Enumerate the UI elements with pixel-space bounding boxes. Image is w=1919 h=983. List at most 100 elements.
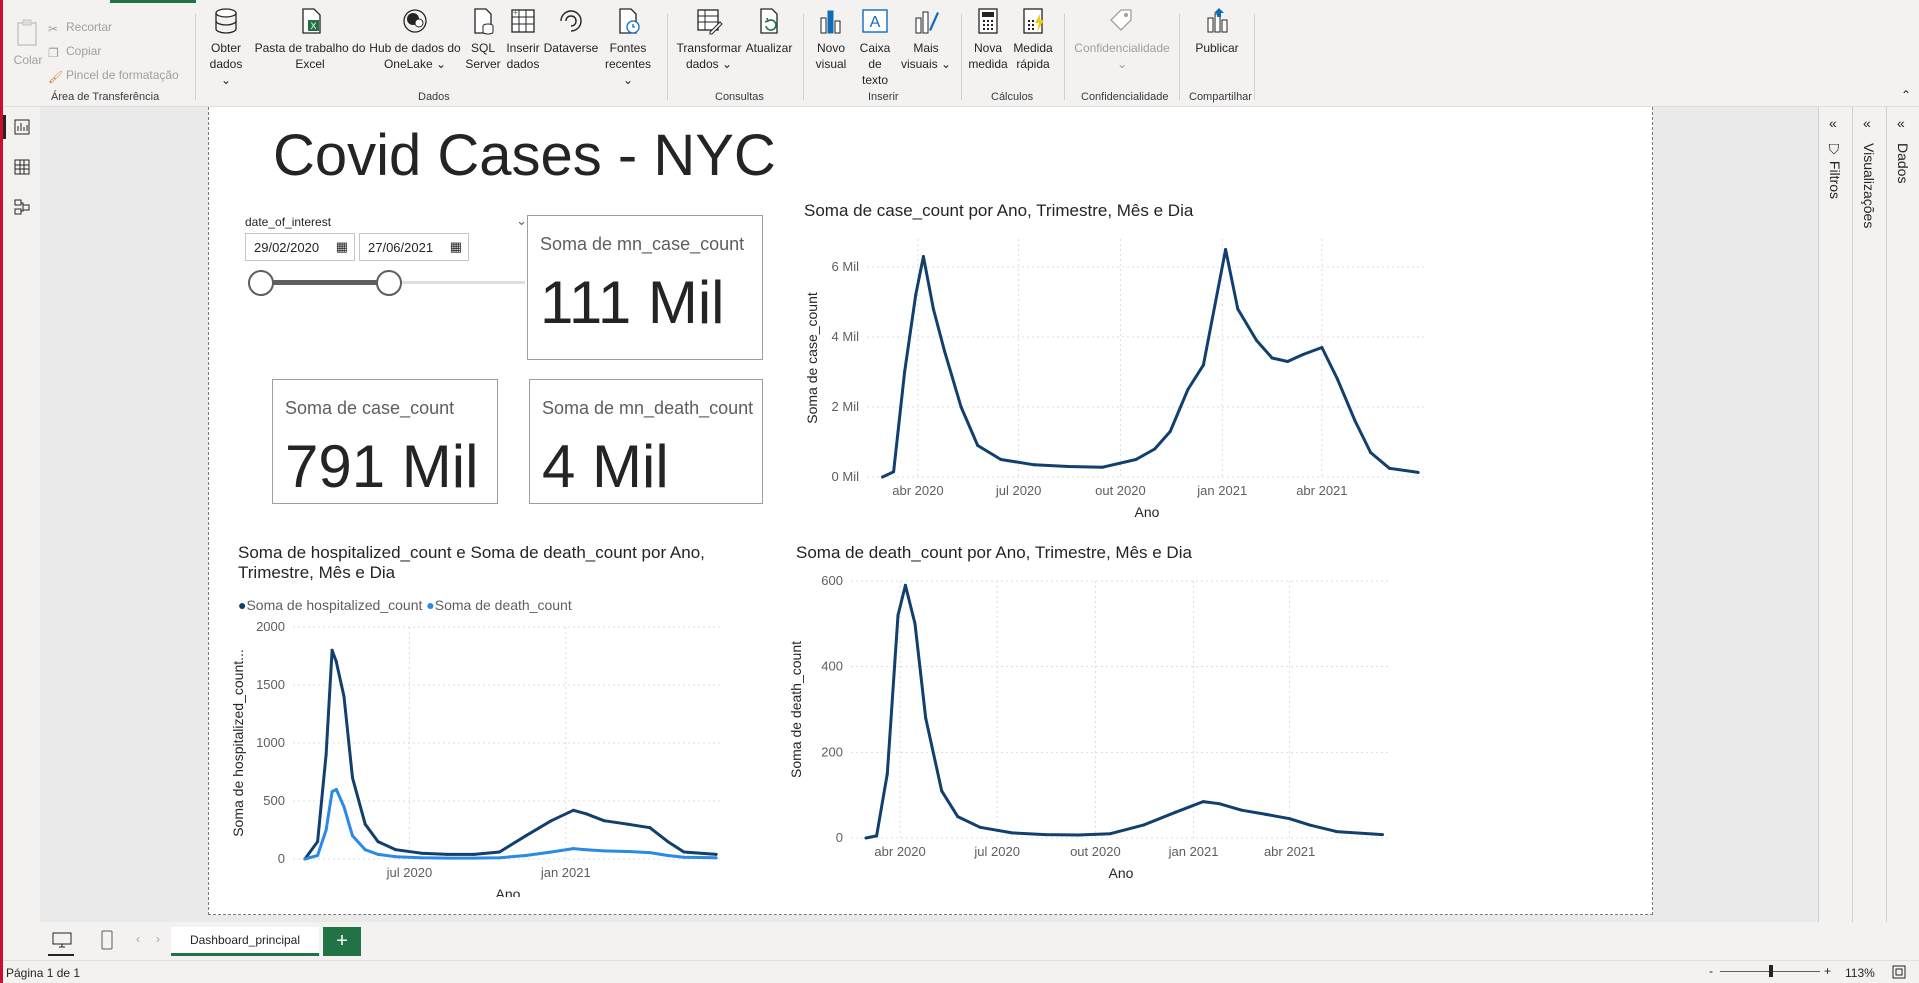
recent-sources-button[interactable]: Fontes recentes ⌄ bbox=[600, 6, 656, 88]
data-point bbox=[714, 852, 718, 856]
text-box-button[interactable]: A Caixa de texto bbox=[852, 6, 898, 88]
slider-end-handle[interactable] bbox=[376, 270, 402, 296]
publish-button[interactable]: Publicar bbox=[1191, 6, 1243, 56]
data-point bbox=[1173, 810, 1177, 814]
quick-measure-button[interactable]: Medida rápida bbox=[1011, 6, 1055, 72]
get-data-button[interactable]: Obter dados ⌄ bbox=[203, 6, 249, 88]
data-point bbox=[350, 776, 354, 780]
data-pane[interactable]: « Dados bbox=[1886, 107, 1919, 922]
slider-start-handle[interactable] bbox=[248, 270, 274, 296]
card-mn-death-count[interactable]: Soma de mn_death_count 4 Mil bbox=[529, 379, 763, 504]
data-point bbox=[864, 836, 868, 840]
prev-page-icon[interactable]: ‹ bbox=[136, 932, 140, 946]
report-canvas: Covid Cases - NYC date_of_interest ⌄ 29/… bbox=[40, 107, 1818, 922]
legend-item-death[interactable]: Soma de death_count bbox=[434, 597, 572, 613]
model-view-icon[interactable] bbox=[12, 197, 32, 217]
group-label-share: Compartilhar bbox=[1189, 91, 1252, 103]
card-mn-case-count[interactable]: Soma de mn_case_count 111 Mil bbox=[527, 215, 763, 360]
x-tick-label: jul 2020 bbox=[973, 844, 1020, 859]
zoom-slider-handle[interactable] bbox=[1769, 965, 1773, 977]
visualizations-pane[interactable]: « Visualizações bbox=[1852, 107, 1886, 922]
add-page-button[interactable]: + bbox=[323, 927, 361, 956]
copy-button[interactable]: ❐ Copiar bbox=[48, 44, 101, 60]
table-view-icon[interactable] bbox=[12, 157, 32, 177]
chevron-down-icon: ⌄ bbox=[432, 57, 447, 71]
data-point bbox=[903, 370, 907, 374]
transform-data-button[interactable]: Transformar dados ⌄ bbox=[675, 6, 743, 72]
data-point bbox=[1286, 360, 1290, 363]
chart-cases[interactable]: 0 Mil 2 Mil 4 Mil 6 Mil abr 2020 jul 2020 out … bbox=[799, 229, 1439, 529]
divider bbox=[1064, 14, 1065, 100]
paste-button[interactable]: Colar bbox=[13, 18, 43, 68]
fit-to-page-icon[interactable] bbox=[1892, 965, 1906, 979]
group-label-queries: Consultas bbox=[715, 91, 764, 103]
data-point bbox=[626, 822, 630, 826]
calculator-icon bbox=[978, 8, 998, 34]
onelake-hub-button[interactable]: Hub de dados do OneLake ⌄ bbox=[369, 6, 461, 72]
more-visuals-icon bbox=[915, 11, 939, 34]
transform-data-icon bbox=[697, 9, 723, 35]
more-visuals-button[interactable]: Mais visuais ⌄ bbox=[900, 6, 952, 72]
mobile-layout-icon[interactable] bbox=[101, 930, 113, 950]
chart-deaths[interactable]: 0 200 400 600 abr 2020 jul 2020 out 2020 jan 20… bbox=[789, 569, 1439, 884]
calendar-icon[interactable]: ▦ bbox=[449, 239, 462, 254]
chevron-down-icon: ⌄ bbox=[718, 57, 733, 71]
data-point bbox=[1043, 833, 1047, 837]
sql-server-button[interactable]: SQL Server bbox=[465, 6, 501, 72]
calendar-icon[interactable]: ▦ bbox=[335, 239, 348, 254]
data-pane-label: Dados bbox=[1895, 143, 1911, 184]
data-point bbox=[959, 405, 963, 409]
divider bbox=[803, 14, 804, 100]
data-point bbox=[1255, 339, 1259, 342]
refresh-button[interactable]: Atualizar bbox=[743, 6, 795, 56]
chart-title-hosp: Soma de hospitalized_count e Soma de dea… bbox=[238, 543, 705, 582]
new-visual-button[interactable]: Novo visual bbox=[811, 6, 851, 72]
expand-chevron-icon[interactable]: « bbox=[1897, 115, 1905, 131]
excel-workbook-button[interactable]: X Pasta de trabalho do Excel bbox=[254, 6, 366, 72]
data-point bbox=[1168, 430, 1172, 433]
chevron-down-icon[interactable]: ⌄ bbox=[516, 213, 527, 228]
zoom-in-button[interactable]: + bbox=[1824, 964, 1832, 978]
x-tick-label: jan 2021 bbox=[1168, 844, 1219, 859]
end-date-input[interactable]: 27/06/2021 ▦ bbox=[359, 233, 469, 261]
filters-pane[interactable]: « ⛉ Filtros bbox=[1818, 107, 1852, 922]
next-page-icon[interactable]: › bbox=[156, 932, 160, 946]
desktop-layout-icon[interactable] bbox=[52, 932, 72, 948]
text-box-label-2: texto bbox=[861, 73, 888, 87]
data-point bbox=[472, 852, 476, 856]
zoom-out-button[interactable]: - bbox=[1709, 964, 1713, 978]
dataverse-button[interactable]: Dataverse bbox=[543, 6, 599, 56]
data-point bbox=[446, 852, 450, 856]
data-point bbox=[999, 458, 1003, 461]
expand-chevron-icon[interactable]: « bbox=[1829, 115, 1837, 131]
sensitivity-button[interactable]: Confidencialidade ⌄ bbox=[1071, 6, 1173, 72]
zoom-level[interactable]: 113% bbox=[1845, 966, 1875, 980]
expand-chevron-icon[interactable]: « bbox=[1863, 115, 1871, 131]
sensitivity-label: Confidencialidade bbox=[1074, 41, 1170, 55]
publish-label: Publicar bbox=[1195, 41, 1239, 55]
data-point bbox=[419, 856, 423, 860]
start-date-input[interactable]: 29/02/2020 ▦ bbox=[245, 233, 355, 261]
format-painter-button[interactable]: 🖌 Pincel de formatação bbox=[48, 68, 179, 84]
chart-hosp-death[interactable]: 0 500 1000 1500 2000 jul 2020 jan 2021 Ano Soma … bbox=[233, 617, 803, 897]
publish-icon bbox=[1207, 8, 1228, 33]
dataverse-label: Dataverse bbox=[543, 41, 599, 55]
tab-dashboard-principal[interactable]: Dashboard_principal bbox=[171, 927, 319, 956]
data-point bbox=[549, 850, 553, 854]
group-label-clipboard: Área de Transferência bbox=[51, 91, 160, 103]
y-axis-title: Soma de case_count bbox=[804, 292, 820, 424]
report-view-icon[interactable] bbox=[12, 117, 32, 137]
data-point bbox=[1201, 800, 1205, 804]
card-case-count[interactable]: Soma de case_count 791 Mil bbox=[272, 379, 498, 504]
group-label-calc: Cálculos bbox=[991, 91, 1034, 103]
data-point bbox=[1380, 833, 1384, 837]
legend-item-hospitalized[interactable]: Soma de hospitalized_count bbox=[246, 597, 423, 613]
enter-data-button[interactable]: + Inserir dados bbox=[504, 6, 542, 72]
new-measure-button[interactable]: Nova medida bbox=[968, 6, 1008, 72]
collapse-ribbon-icon[interactable]: ⌃ bbox=[1900, 88, 1911, 102]
cut-button[interactable]: ✂ Recortar bbox=[48, 20, 112, 36]
data-point bbox=[940, 789, 944, 793]
refresh-label: Atualizar bbox=[745, 41, 793, 55]
data-point bbox=[1066, 465, 1070, 468]
quick-measure-label-2: rápida bbox=[1016, 57, 1050, 71]
